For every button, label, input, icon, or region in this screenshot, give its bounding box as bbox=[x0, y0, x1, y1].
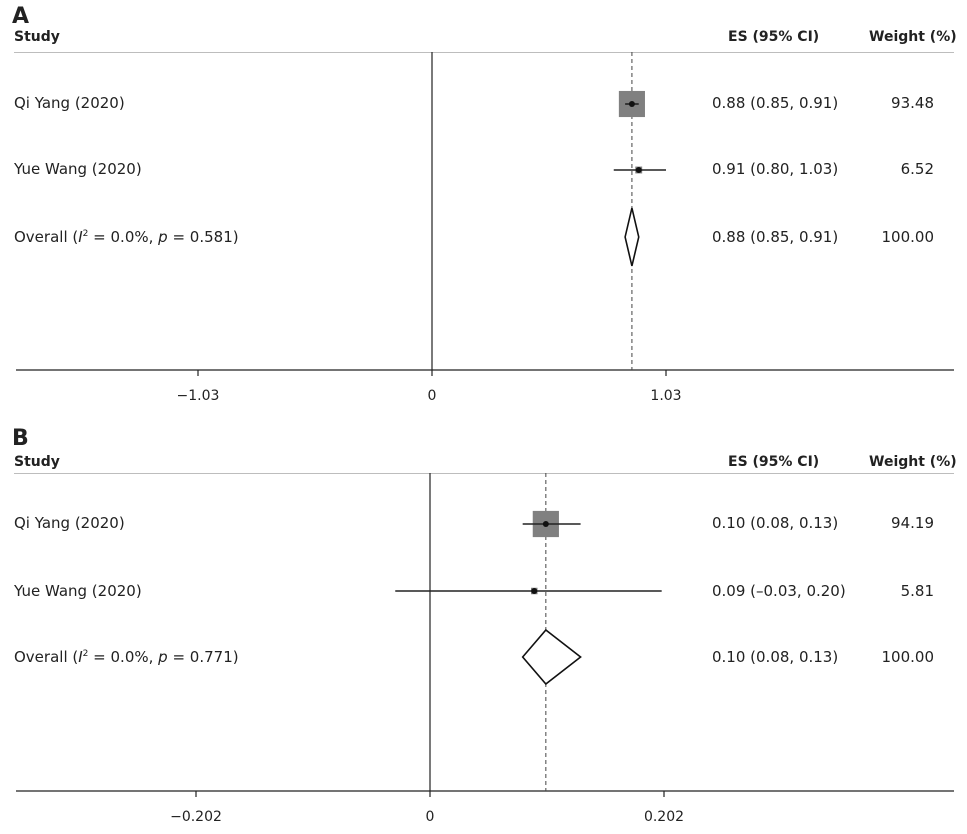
weight-text: 5.81 bbox=[900, 582, 934, 600]
study-label: Yue Wang (2020) bbox=[14, 160, 142, 178]
weight-text: 100.00 bbox=[881, 648, 935, 666]
overall-diamond bbox=[521, 628, 582, 686]
header-divider bbox=[14, 52, 954, 53]
column-header-es: ES (95% CI) bbox=[728, 454, 820, 470]
study-label: Qi Yang (2020) bbox=[14, 94, 125, 112]
effect-size-text: 0.91 (0.80, 1.03) bbox=[712, 160, 839, 178]
effect-size-text: 0.88 (0.85, 0.91) bbox=[712, 94, 839, 112]
forest-plot-panel-a: A Study ES (95% CI) Weight (%) Qi Yang (… bbox=[0, 0, 967, 415]
effect-size-text: 0.88 (0.85, 0.91) bbox=[712, 228, 839, 246]
weight-text: 100.00 bbox=[881, 228, 935, 246]
point-estimate bbox=[628, 101, 635, 107]
point-estimate bbox=[542, 521, 549, 527]
column-header-weight: Weight (%) bbox=[869, 454, 957, 470]
effect-size-text: 0.10 (0.08, 0.13) bbox=[712, 514, 839, 532]
column-header-es: ES (95% CI) bbox=[728, 29, 820, 45]
x-tick-label: −0.202 bbox=[170, 809, 222, 825]
column-header-study: Study bbox=[14, 454, 60, 470]
column-header-study: Study bbox=[14, 29, 60, 45]
x-tick-label: 1.03 bbox=[650, 388, 681, 404]
x-tick-label: −1.03 bbox=[177, 388, 220, 404]
x-tick-label: 0 bbox=[428, 388, 437, 404]
forest-plot-svg: −0.202 0 0.202 bbox=[16, 473, 954, 825]
overall-diamond bbox=[624, 207, 640, 267]
weight-text: 94.19 bbox=[891, 514, 934, 532]
overall-label: Overall (I2 = 0.0%, p = 0.771) bbox=[14, 648, 239, 666]
panel-label: A bbox=[12, 4, 30, 29]
point-estimate bbox=[531, 588, 538, 594]
weight-text: 6.52 bbox=[900, 160, 934, 178]
point-estimate bbox=[635, 167, 642, 173]
column-header-weight: Weight (%) bbox=[869, 29, 957, 45]
panel-label: B bbox=[12, 426, 29, 451]
effect-size-text: 0.10 (0.08, 0.13) bbox=[712, 648, 839, 666]
overall-label: Overall (I2 = 0.0%, p = 0.581) bbox=[14, 228, 239, 246]
weight-text: 93.48 bbox=[891, 94, 934, 112]
x-tick-label: 0.202 bbox=[644, 809, 684, 825]
study-label: Yue Wang (2020) bbox=[14, 582, 142, 600]
forest-plot-panel-b: B Study ES (95% CI) Weight (%) Qi Yang (… bbox=[0, 420, 967, 834]
effect-size-text: 0.09 (–0.03, 0.20) bbox=[712, 582, 846, 600]
forest-plot-svg: −1.03 0 1.03 bbox=[16, 52, 954, 404]
x-tick-label: 0 bbox=[426, 809, 435, 825]
study-label: Qi Yang (2020) bbox=[14, 514, 125, 532]
header-divider bbox=[14, 473, 954, 474]
